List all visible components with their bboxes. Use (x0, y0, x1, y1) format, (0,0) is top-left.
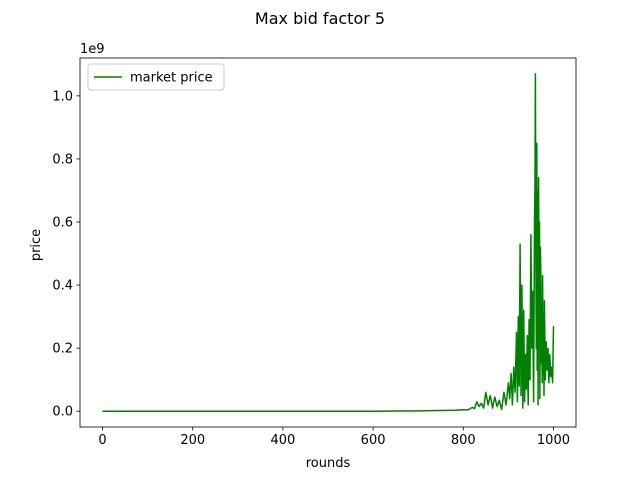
legend-label: market price (130, 71, 213, 86)
y-tick-label: 0.4 (52, 279, 73, 294)
y-axis-offset-text: 1e9 (80, 42, 105, 57)
y-tick-label: 0.6 (52, 216, 73, 231)
series-line-0 (102, 73, 555, 412)
y-tick-label: 1.0 (52, 89, 73, 104)
chart-title: Max bid factor 5 (255, 9, 385, 28)
x-tick-label: 400 (270, 433, 295, 448)
x-tick-label: 0 (98, 433, 106, 448)
y-tick-label: 0.2 (52, 342, 73, 357)
x-tick-label: 600 (361, 433, 386, 448)
x-tick-label: 800 (451, 433, 476, 448)
x-tick-label: 200 (180, 433, 205, 448)
axes-frame (79, 57, 577, 428)
plot-area (102, 73, 555, 412)
x-axis-label: rounds (306, 456, 351, 471)
x-tick-label: 1000 (537, 433, 570, 448)
y-tick-label: 0.0 (52, 405, 73, 420)
y-tick-label: 0.8 (52, 152, 73, 167)
legend-box (87, 63, 225, 91)
axes: 0 200 400 600 800 1000 0.0 0.2 0.4 0.6 0.8 1.0 (52, 57, 577, 448)
legend: market price (87, 63, 225, 91)
y-axis-label: price (29, 229, 44, 261)
